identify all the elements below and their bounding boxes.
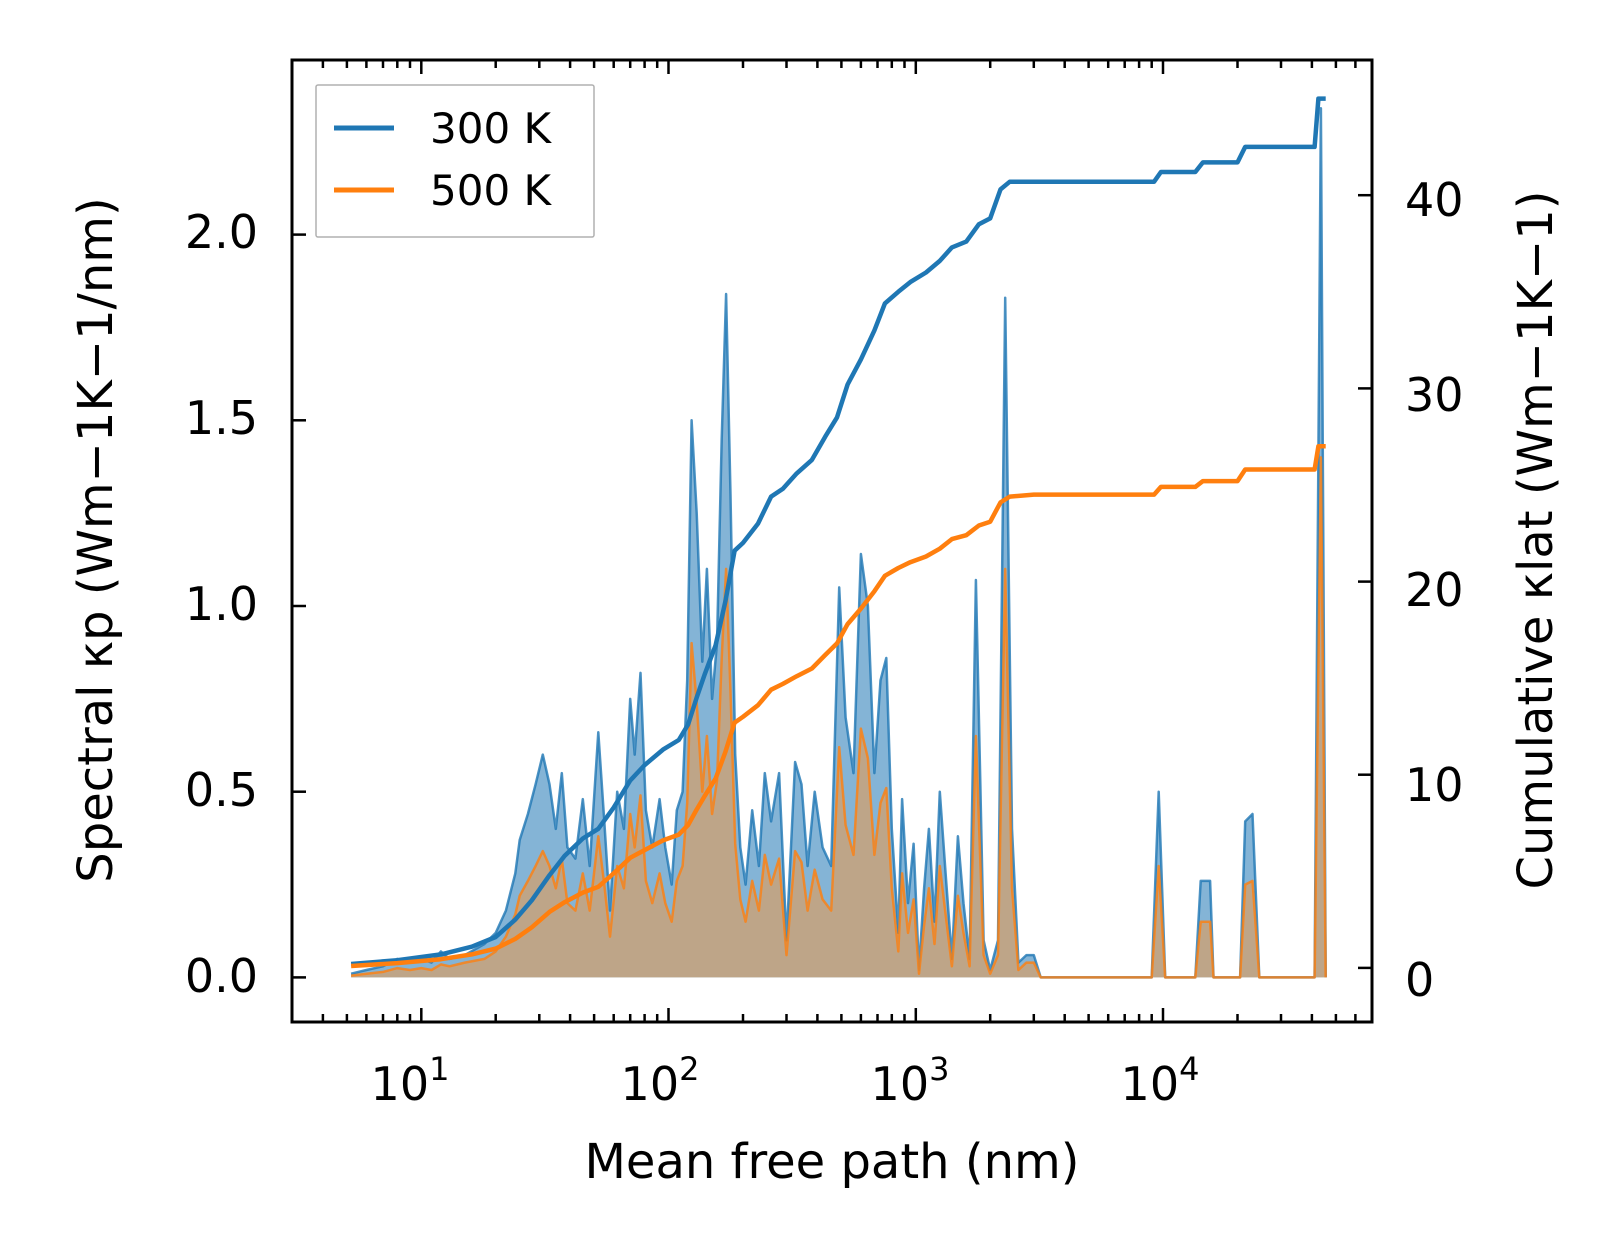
x-tick-label-0: 101 bbox=[371, 1050, 450, 1111]
cumulative-series-group bbox=[350, 96, 1326, 969]
y-left-tick-label-1: 0.5 bbox=[185, 763, 258, 817]
spectral-series-group bbox=[350, 107, 1327, 979]
x-axis-label: Mean free path (nm) bbox=[585, 1134, 1080, 1190]
plot-frame bbox=[290, 58, 1374, 1024]
legend-label-300k: 300 K bbox=[430, 104, 553, 153]
y-left-tick-label-3: 1.5 bbox=[185, 391, 258, 445]
y-left-tick-label-4: 2.0 bbox=[185, 205, 258, 259]
spectral-area-500k bbox=[351, 457, 1326, 978]
legend-box bbox=[315, 84, 595, 238]
y-right-tick-label-0: 0 bbox=[1405, 953, 1434, 1007]
spectral-line-500k bbox=[350, 456, 1327, 979]
y-right-tick-labels: 0 10 20 30 40 bbox=[1405, 173, 1464, 1007]
y-left-axis-label: Spectral κp (Wm−1K−1/nm) bbox=[68, 197, 124, 882]
cumulative-line-500k bbox=[350, 444, 1326, 969]
y-right-tick-label-3: 30 bbox=[1405, 368, 1464, 422]
y-right-tick-label-1: 10 bbox=[1405, 758, 1464, 812]
y-left-tick-labels: 0.0 0.5 1.0 1.5 2.0 bbox=[185, 205, 258, 1003]
cumulative-line-300k bbox=[350, 96, 1326, 967]
axis-ticks-group bbox=[290, 60, 1374, 1022]
spectral-line-300k bbox=[350, 107, 1327, 979]
y-left-tick-label-0: 0.0 bbox=[185, 949, 258, 1003]
x-tick-label-2: 103 bbox=[871, 1050, 950, 1111]
legend: 300 K 500 K bbox=[315, 84, 595, 238]
x-tick-labels: 101 102 103 104 bbox=[371, 1050, 1200, 1111]
x-tick-label-1: 102 bbox=[621, 1050, 700, 1111]
y-right-axis-label: Cumulative κlat (Wm−1K−1) bbox=[1508, 191, 1564, 890]
y-right-tick-label-2: 20 bbox=[1405, 563, 1464, 617]
x-tick-label-3: 104 bbox=[1121, 1050, 1200, 1111]
legend-label-500k: 500 K bbox=[430, 166, 553, 215]
y-left-tick-label-2: 1.0 bbox=[185, 577, 258, 631]
y-right-tick-label-4: 40 bbox=[1405, 173, 1464, 227]
